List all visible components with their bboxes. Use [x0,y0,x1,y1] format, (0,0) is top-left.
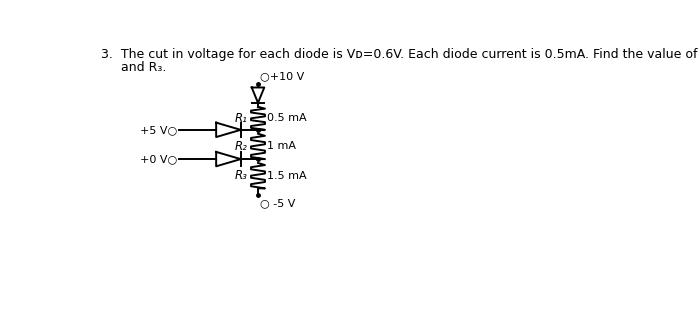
Text: and R₃.: and R₃. [102,61,167,74]
Text: R₁: R₁ [234,112,247,125]
Text: 1.5 mA: 1.5 mA [267,171,307,181]
Text: ○ -5 V: ○ -5 V [260,198,295,208]
Text: R₃: R₃ [234,169,247,182]
Text: 3.  The cut in voltage for each diode is Vᴅ=0.6V. Each diode current is 0.5mA. F: 3. The cut in voltage for each diode is … [102,48,700,61]
Text: 0.5 mA: 0.5 mA [267,113,307,123]
Text: ○+10 V: ○+10 V [260,71,304,81]
Text: 1 mA: 1 mA [267,141,296,151]
Text: +0 V○: +0 V○ [140,154,177,164]
Text: +5 V○: +5 V○ [140,125,177,135]
Text: R₂: R₂ [234,140,247,153]
